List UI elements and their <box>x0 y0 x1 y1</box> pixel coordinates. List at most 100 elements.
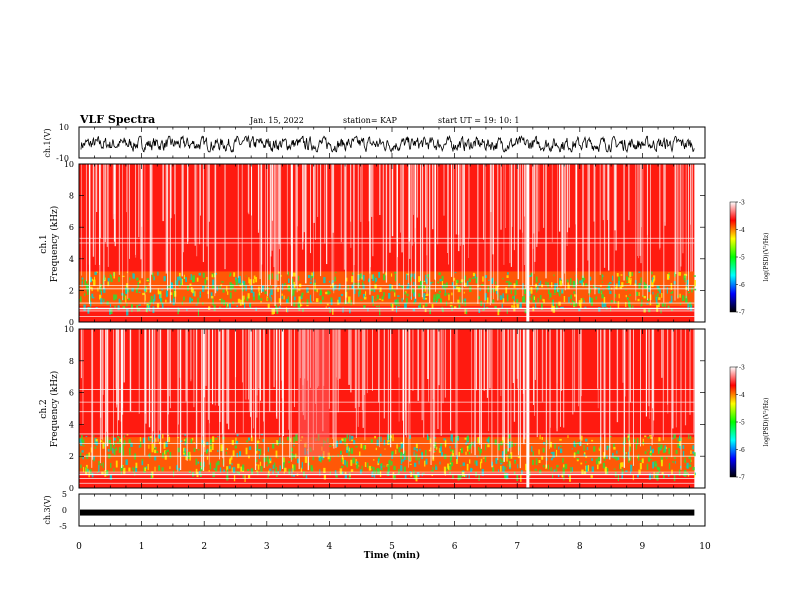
spectrogram-cell <box>632 474 634 481</box>
spectrogram-cell <box>601 294 604 299</box>
spectrogram-cell <box>415 443 418 449</box>
spectrogram-cell <box>547 464 550 470</box>
spectrogram-cell <box>684 280 687 283</box>
colorbar-gradient <box>729 366 737 478</box>
spectrogram-cell <box>79 298 81 301</box>
ch2-spectrogram-ylabel-channel: ch.2 <box>39 399 49 418</box>
spectrogram-cell <box>563 296 566 303</box>
spectrogram-cell <box>185 456 188 460</box>
spectrogram-cell <box>169 466 171 470</box>
spectrogram-cell <box>375 447 377 451</box>
spectrogram-cell <box>126 434 129 436</box>
spectrogram-cell <box>557 289 560 293</box>
spectrogram-cell <box>417 285 421 289</box>
spectrogram-cell <box>394 292 396 297</box>
spectrogram-cell <box>558 292 561 297</box>
spectrogram-cell <box>181 278 184 286</box>
spectrogram-cell <box>480 300 483 307</box>
spectrogram-cell <box>426 434 429 440</box>
spectrogram-cell <box>678 272 681 276</box>
spectrogram-cell <box>562 458 564 463</box>
spectrogram-cell <box>251 435 253 442</box>
spectrogram-cell <box>337 454 339 458</box>
spectrogram-cell <box>691 447 693 449</box>
spectrogram-cell <box>225 448 228 450</box>
spectrogram-cell <box>574 274 577 277</box>
spectrogram-cell <box>658 442 660 447</box>
spectrogram-cell <box>419 303 422 309</box>
spectrogram-cell <box>288 468 291 475</box>
spectrogram-ytick-label: 2 <box>69 286 74 295</box>
spectrogram-cell <box>383 465 386 468</box>
spectrogram-cell <box>361 465 363 473</box>
spectrogram-cell <box>204 279 207 284</box>
spectrogram-cell <box>491 279 493 284</box>
spectrogram-cell <box>578 308 581 312</box>
spectrogram-cell <box>644 451 647 455</box>
spectrogram-cell <box>374 284 377 289</box>
spectrogram-cell <box>664 303 666 308</box>
spectrogram-cell <box>684 457 686 464</box>
spectrogram-cell <box>499 458 502 463</box>
spectrogram-cell <box>456 279 459 284</box>
spectrogram-cell <box>434 450 436 453</box>
spectrogram-cell <box>353 288 356 294</box>
spectrogram-cell <box>469 459 471 464</box>
spectrogram-cell <box>168 285 170 289</box>
spectrogram-cell <box>286 436 289 441</box>
spectrogram-cell <box>418 461 420 465</box>
spectrogram-cell <box>293 288 297 291</box>
spectrogram-cell <box>604 469 608 474</box>
spectrogram-cell <box>484 443 487 451</box>
spectrogram-cell <box>110 443 112 451</box>
spectrogram-cell <box>80 442 83 446</box>
spectrogram-cell <box>542 447 545 453</box>
colorbar-ch2: -3 -4 -5 -6 -7 <box>729 365 745 482</box>
spectrogram-cell <box>404 291 406 295</box>
spectrogram-cell <box>694 284 696 287</box>
spectrogram-cell <box>311 274 314 278</box>
spectrogram-cell <box>80 296 82 302</box>
spectrogram-cell <box>448 466 451 471</box>
spectrogram-cell <box>378 272 381 278</box>
spectrogram-cell <box>109 474 113 480</box>
spectrogram-cell <box>267 459 270 465</box>
spectrogram-cell <box>654 460 657 467</box>
spectrogram-cell <box>157 290 160 294</box>
spectrogram-cell <box>691 289 693 293</box>
spectrogram-cell <box>644 283 647 289</box>
spectrogram-cell <box>183 274 186 279</box>
spectrogram-cell <box>508 434 511 439</box>
spectrogram-cell <box>535 276 538 283</box>
spectrogram-cell <box>685 284 688 286</box>
spectrogram-cell <box>601 273 603 280</box>
spectrogram-cell <box>555 468 558 472</box>
spectrogram-cell <box>552 451 555 459</box>
spectrogram-cell <box>121 465 124 470</box>
spectrogram-cell <box>164 450 167 455</box>
spectrogram-cell <box>390 273 393 277</box>
spectrogram-cell <box>255 459 258 463</box>
spectrogram-cell <box>656 285 659 289</box>
spectrogram-cell <box>692 451 694 454</box>
spectrogram-cell <box>671 290 674 294</box>
spectrogram-cell <box>130 304 133 309</box>
spectrogram-cell <box>556 465 559 468</box>
spectrogram-cell <box>376 439 379 446</box>
spectrogram-cell <box>545 281 547 285</box>
spectrogram-cell <box>193 275 195 281</box>
spectrogram-cell <box>212 299 214 306</box>
x-tick-label: 4 <box>327 542 333 552</box>
spectrogram-cell <box>359 273 363 279</box>
spectrogram-cell <box>616 450 618 454</box>
spectrogram-cell <box>397 295 400 297</box>
spectrogram-cell <box>642 441 645 444</box>
spectrogram-cell <box>189 454 191 461</box>
spectrogram-cell <box>487 279 490 281</box>
spectrogram-cell <box>293 464 296 471</box>
spectrogram-cell <box>360 299 363 301</box>
spectrogram-cell <box>612 452 614 457</box>
spectrogram-cell <box>183 296 185 301</box>
spectrogram-cell <box>530 272 533 277</box>
spectrogram-cell <box>553 274 555 277</box>
